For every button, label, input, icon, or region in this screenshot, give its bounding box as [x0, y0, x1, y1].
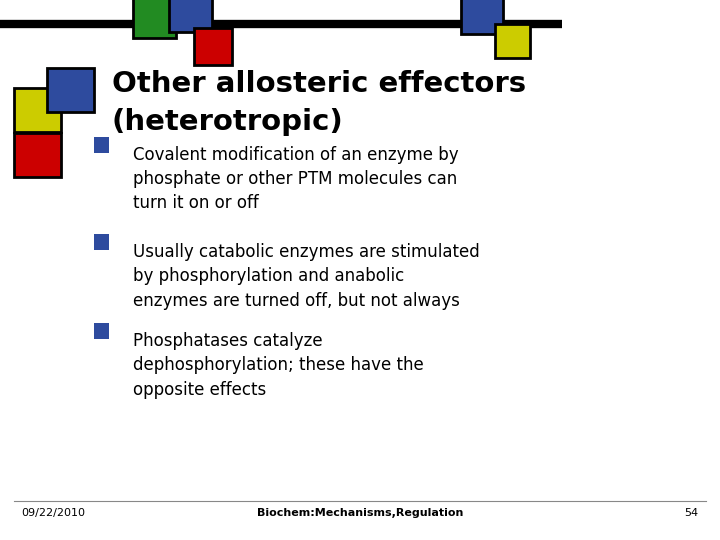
Bar	[133, 0, 176, 38]
Text: Phosphatases catalyze
dephosphorylation; these have the
opposite effects: Phosphatases catalyze dephosphorylation;…	[133, 332, 424, 399]
Bar	[14, 133, 61, 177]
Text: Covalent modification of an enzyme by
phosphate or other PTM molecules can
turn : Covalent modification of an enzyme by ph…	[133, 146, 459, 212]
Bar	[94, 234, 109, 250]
Bar	[495, 24, 530, 58]
Text: (heterotropic): (heterotropic)	[112, 108, 343, 136]
Bar	[94, 137, 109, 153]
Bar	[14, 88, 61, 132]
Text: 54: 54	[684, 508, 698, 518]
Text: Biochem:Mechanisms,Regulation: Biochem:Mechanisms,Regulation	[257, 508, 463, 518]
Bar	[194, 28, 232, 65]
Text: 09/22/2010: 09/22/2010	[22, 508, 86, 518]
Text: Usually catabolic enzymes are stimulated
by phosphorylation and anabolic
enzymes: Usually catabolic enzymes are stimulated…	[133, 243, 480, 309]
Bar	[169, 0, 212, 32]
Bar	[47, 68, 94, 112]
Bar	[94, 323, 109, 339]
Text: Other allosteric effectors: Other allosteric effectors	[112, 70, 526, 98]
Bar	[461, 0, 503, 34]
